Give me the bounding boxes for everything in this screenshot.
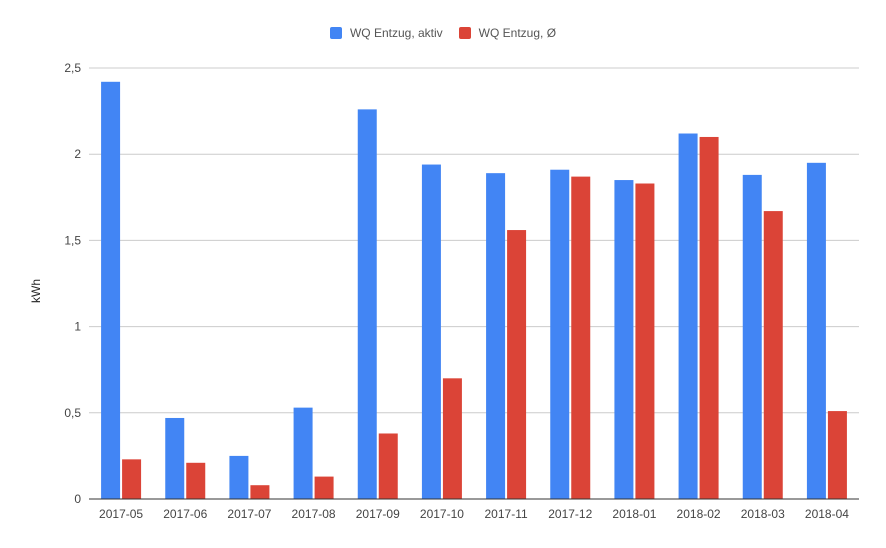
x-tick-label: 2017-09 (356, 507, 400, 521)
y-tick-label: 2 (74, 147, 81, 161)
x-tick-label: 2018-03 (741, 507, 785, 521)
bar-avg[interactable] (507, 230, 527, 499)
bar-avg[interactable] (314, 476, 334, 499)
bar-aktiv[interactable] (293, 407, 313, 499)
bar-aktiv[interactable] (421, 164, 441, 499)
bar-aktiv[interactable] (550, 169, 570, 499)
bar-avg[interactable] (635, 183, 655, 499)
y-tick-label: 0,5 (64, 406, 81, 420)
legend-label-avg: WQ Entzug, Ø (478, 26, 557, 40)
x-tick-label: 2018-02 (677, 507, 721, 521)
bar-avg[interactable] (763, 211, 783, 500)
y-tick-label: 1,5 (64, 233, 81, 247)
x-tick-label: 2018-04 (805, 507, 849, 521)
bar-avg[interactable] (378, 433, 398, 499)
bar-aktiv[interactable] (614, 180, 634, 499)
legend-swatch-aktiv (329, 27, 342, 39)
x-tick-label: 2017-08 (292, 507, 336, 521)
bar-aktiv[interactable] (357, 109, 377, 499)
bar-aktiv[interactable] (229, 455, 249, 499)
legend-label-aktiv: WQ Entzug, aktiv (349, 26, 443, 40)
bar-avg[interactable] (571, 176, 591, 499)
bar-avg[interactable] (827, 411, 847, 499)
x-tick-label: 2018-01 (612, 507, 656, 521)
bar-aktiv[interactable] (486, 173, 506, 499)
y-tick-label: 0 (74, 492, 81, 506)
legend-item-aktiv[interactable]: WQ Entzug, aktiv (329, 26, 443, 40)
legend-swatch-avg (458, 27, 471, 39)
x-tick-label: 2017-10 (420, 507, 464, 521)
bar-avg[interactable] (699, 136, 719, 499)
bar-avg[interactable] (442, 378, 462, 499)
x-tick-label: 2017-11 (485, 507, 528, 521)
x-tick-label: 2017-06 (163, 507, 207, 521)
bar-aktiv[interactable] (806, 162, 826, 499)
legend: WQ Entzug, aktiv WQ Entzug, Ø (0, 26, 886, 40)
legend-item-avg[interactable]: WQ Entzug, Ø (458, 26, 557, 40)
y-tick-label: 2,5 (64, 61, 81, 75)
x-tick-label: 2017-12 (548, 507, 592, 521)
bar-aktiv[interactable] (678, 133, 698, 499)
bar-avg[interactable] (122, 459, 142, 499)
bar-aktiv[interactable] (165, 417, 185, 499)
x-tick-label: 2017-05 (99, 507, 143, 521)
x-tick-label: 2017-07 (227, 507, 271, 521)
bar-avg[interactable] (250, 485, 270, 499)
y-tick-label: 1 (74, 320, 81, 334)
bar-aktiv[interactable] (742, 174, 762, 499)
bar-avg[interactable] (186, 462, 206, 499)
bar-aktiv[interactable] (101, 81, 121, 500)
